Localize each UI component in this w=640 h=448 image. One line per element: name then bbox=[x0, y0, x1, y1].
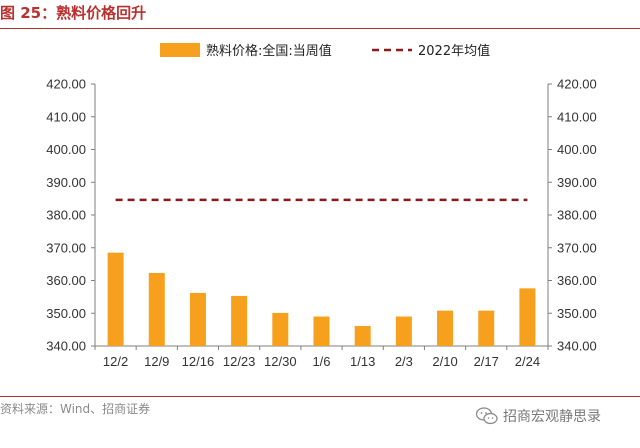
x-tick-label: 12/2 bbox=[103, 354, 128, 369]
legend-swatch-bar bbox=[160, 43, 200, 57]
y-tick-label-right: 420.00 bbox=[557, 77, 597, 92]
y-tick-label-right: 370.00 bbox=[557, 240, 597, 255]
bar bbox=[272, 312, 289, 346]
y-tick-label-right: 340.00 bbox=[557, 339, 597, 354]
source-note: 资料来源：Wind、招商证券 bbox=[0, 402, 151, 416]
y-tick-label-left: 400.00 bbox=[46, 142, 86, 157]
title-divider bbox=[0, 28, 640, 29]
x-tick-label: 2/3 bbox=[395, 354, 413, 369]
y-tick-label-left: 410.00 bbox=[46, 109, 86, 124]
y-tick-label-left: 360.00 bbox=[46, 273, 86, 288]
y-tick-label-left: 370.00 bbox=[46, 240, 86, 255]
source-divider bbox=[0, 396, 640, 397]
y-tick-label-left: 420.00 bbox=[46, 77, 86, 92]
bar bbox=[395, 316, 412, 346]
x-tick-label: 2/17 bbox=[474, 354, 499, 369]
y-tick-label-left: 340.00 bbox=[46, 339, 86, 354]
bar bbox=[189, 292, 206, 346]
bar bbox=[107, 252, 124, 346]
bar bbox=[148, 272, 165, 346]
x-tick-label: 1/6 bbox=[312, 354, 330, 369]
figure-title: 图 25：熟料价格回升 bbox=[0, 4, 147, 22]
y-tick-label-left: 350.00 bbox=[46, 306, 86, 321]
bar bbox=[313, 316, 330, 346]
y-tick-label-left: 390.00 bbox=[46, 175, 86, 190]
x-tick-label: 12/23 bbox=[223, 354, 256, 369]
y-tick-label-right: 400.00 bbox=[557, 142, 597, 157]
legend-label-bar: 熟料价格:全国:当周值 bbox=[206, 43, 332, 59]
bar bbox=[437, 310, 454, 346]
x-tick-label: 1/13 bbox=[350, 354, 375, 369]
legend-label-line: 2022年均值 bbox=[418, 43, 490, 59]
y-tick-label-right: 380.00 bbox=[557, 208, 597, 223]
y-tick-label-right: 390.00 bbox=[557, 175, 597, 190]
y-tick-label-right: 360.00 bbox=[557, 273, 597, 288]
x-tick-label: 12/30 bbox=[264, 354, 297, 369]
y-tick-label-right: 350.00 bbox=[557, 306, 597, 321]
wechat-icon bbox=[476, 407, 498, 425]
y-tick-label-right: 410.00 bbox=[557, 109, 597, 124]
watermark: 招商宏观静思录 bbox=[476, 406, 601, 426]
watermark-text: 招商宏观静思录 bbox=[503, 409, 601, 425]
bar bbox=[354, 326, 371, 346]
x-tick-label: 12/9 bbox=[144, 354, 169, 369]
x-tick-label: 12/16 bbox=[182, 354, 215, 369]
x-tick-label: 2/24 bbox=[515, 354, 540, 369]
y-tick-label-left: 380.00 bbox=[46, 208, 86, 223]
x-tick-label: 2/10 bbox=[432, 354, 457, 369]
bar bbox=[478, 310, 495, 346]
bar bbox=[231, 295, 248, 346]
bar bbox=[519, 288, 536, 346]
